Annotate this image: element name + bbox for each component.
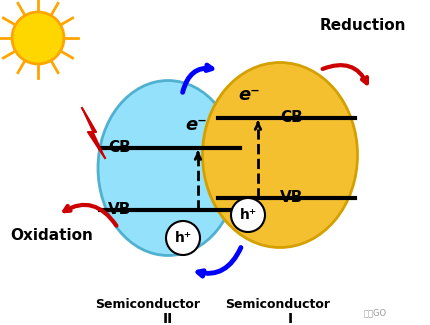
Text: 计算GO: 计算GO xyxy=(363,308,387,317)
Circle shape xyxy=(12,12,64,64)
Text: VB: VB xyxy=(280,190,304,205)
Circle shape xyxy=(231,198,265,232)
Text: CB: CB xyxy=(108,140,131,155)
Text: Semiconductor: Semiconductor xyxy=(95,298,200,311)
Text: h⁺: h⁺ xyxy=(175,231,191,245)
Text: Oxidation: Oxidation xyxy=(10,228,93,243)
Text: h⁺: h⁺ xyxy=(240,208,257,222)
Ellipse shape xyxy=(203,62,357,248)
Text: I: I xyxy=(287,312,292,325)
Text: e⁻: e⁻ xyxy=(238,86,260,104)
Polygon shape xyxy=(82,108,105,158)
Text: Reduction: Reduction xyxy=(320,18,406,33)
Text: e⁻: e⁻ xyxy=(185,116,207,134)
Circle shape xyxy=(166,221,200,255)
Text: Semiconductor: Semiconductor xyxy=(225,298,331,311)
Text: VB: VB xyxy=(108,202,132,217)
Text: II: II xyxy=(163,312,173,325)
Ellipse shape xyxy=(98,81,238,255)
Text: CB: CB xyxy=(280,110,303,125)
